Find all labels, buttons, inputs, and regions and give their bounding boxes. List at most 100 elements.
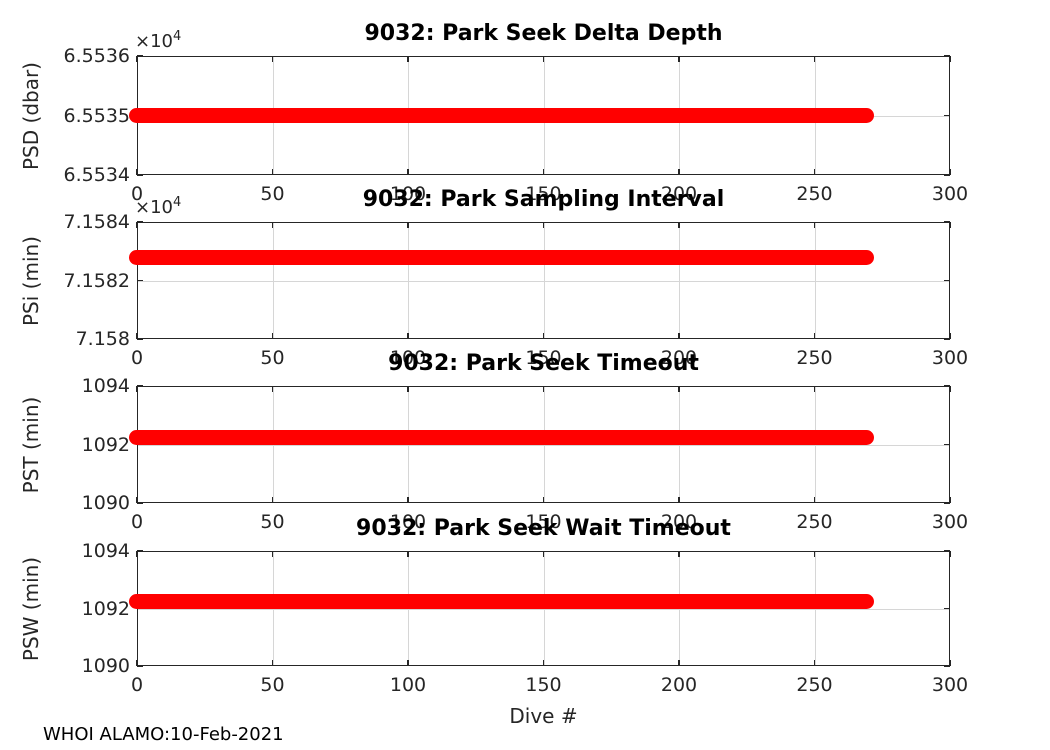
axis-tick <box>678 386 680 392</box>
data-series-line <box>129 108 874 123</box>
data-series-line <box>129 593 874 609</box>
axis-tick <box>542 386 545 392</box>
axis-tick <box>136 551 138 557</box>
y-tick-label: 1092 <box>81 597 130 620</box>
x-tick-label: 100 <box>389 347 427 369</box>
x-tick-label: 150 <box>525 347 562 369</box>
axis-tick <box>813 386 816 392</box>
axis-tick <box>542 497 545 503</box>
axis-tick <box>407 169 409 175</box>
x-tick-label: 50 <box>260 511 285 533</box>
axis-tick <box>944 385 950 387</box>
x-tick-label: 200 <box>660 183 698 205</box>
axis-tick <box>944 665 950 667</box>
axis-tick <box>271 333 274 339</box>
axis-tick <box>137 174 143 176</box>
axis-tick <box>678 660 680 666</box>
x-tick-label: 250 <box>796 674 833 696</box>
axis-tick <box>944 550 950 552</box>
axis-tick <box>407 660 409 666</box>
y-tick-label: 7.158 <box>75 328 130 350</box>
axis-tick <box>137 502 143 504</box>
y-axis-label: PSW (min) <box>19 556 43 661</box>
axis-tick <box>137 55 143 57</box>
axis-tick <box>678 497 680 503</box>
axis-tick <box>944 221 950 223</box>
axis-tick <box>136 660 138 666</box>
axis-tick <box>944 338 950 340</box>
axis-tick <box>407 551 409 557</box>
axis-tick <box>678 169 680 175</box>
x-tick-label: 50 <box>260 674 285 696</box>
axis-tick <box>949 56 951 62</box>
axis-tick <box>407 386 409 392</box>
x-tick-label: 50 <box>260 183 285 205</box>
axis-tick <box>136 56 138 62</box>
axis-tick <box>949 660 951 666</box>
x-tick-label: 0 <box>130 347 144 369</box>
axis-tick <box>542 56 545 62</box>
axis-tick <box>678 222 680 228</box>
x-tick-label: 300 <box>931 511 969 533</box>
x-axis-label: Dive # <box>509 704 578 728</box>
footer-annotation: WHOI ALAMO:10-Feb-2021 <box>43 724 284 745</box>
y-tick-label: 6.5535 <box>63 104 130 127</box>
x-tick-label: 300 <box>931 674 969 696</box>
x-tick-label: 250 <box>796 183 833 205</box>
y-axis-multiplier: ×104 <box>135 29 182 52</box>
axis-tick <box>407 222 409 228</box>
x-tick-label: 200 <box>660 347 698 369</box>
axes-box <box>137 222 950 339</box>
axis-tick <box>542 551 545 557</box>
subplot-title: 9032: Park Seek Wait Timeout <box>356 516 731 541</box>
axis-tick <box>949 169 951 175</box>
axis-tick <box>136 169 138 175</box>
axis-tick <box>271 169 274 175</box>
y-tick-label: 7.1582 <box>63 269 130 292</box>
axis-tick <box>407 497 409 503</box>
axis-tick <box>271 497 274 503</box>
axis-tick <box>813 169 816 175</box>
x-tick-label: 0 <box>130 183 144 205</box>
x-tick-label: 200 <box>660 511 698 533</box>
axis-tick <box>137 279 143 282</box>
axis-tick <box>271 56 274 62</box>
x-tick-label: 0 <box>130 674 144 696</box>
y-tick-label: 1094 <box>81 375 130 397</box>
axis-tick <box>271 386 274 392</box>
x-tick-label: 250 <box>796 347 833 369</box>
x-tick-label: 150 <box>525 183 562 205</box>
axis-tick <box>813 551 816 557</box>
axis-tick <box>944 443 950 446</box>
axis-tick <box>137 338 143 340</box>
axis-tick <box>944 502 950 504</box>
x-tick-label: 100 <box>389 183 427 205</box>
axis-tick <box>949 386 951 392</box>
data-series-line <box>129 429 874 445</box>
x-tick-label: 150 <box>525 674 562 696</box>
y-tick-label: 1094 <box>81 540 130 562</box>
axis-tick <box>407 333 409 339</box>
y-tick-label: 7.1584 <box>63 211 130 233</box>
axis-tick <box>949 497 951 503</box>
axis-tick <box>136 333 138 339</box>
axis-tick <box>271 551 274 557</box>
axis-tick <box>136 386 138 392</box>
subplot-title: 9032: Park Sampling Interval <box>362 187 725 212</box>
axis-tick <box>271 222 274 228</box>
y-axis-label: PSi (min) <box>19 235 43 326</box>
axis-tick <box>944 55 950 57</box>
axis-tick <box>271 660 274 666</box>
axis-tick <box>944 114 950 117</box>
grid-line <box>137 280 950 282</box>
subplot-title: 9032: Park Seek Delta Depth <box>364 21 723 46</box>
y-tick-label: 1092 <box>81 433 130 456</box>
axis-tick <box>949 551 951 557</box>
axis-tick <box>137 221 143 223</box>
axis-tick <box>944 279 950 282</box>
axis-tick <box>137 665 143 667</box>
y-axis-label: PST (min) <box>19 396 43 493</box>
axis-tick <box>407 56 409 62</box>
axis-tick <box>678 551 680 557</box>
